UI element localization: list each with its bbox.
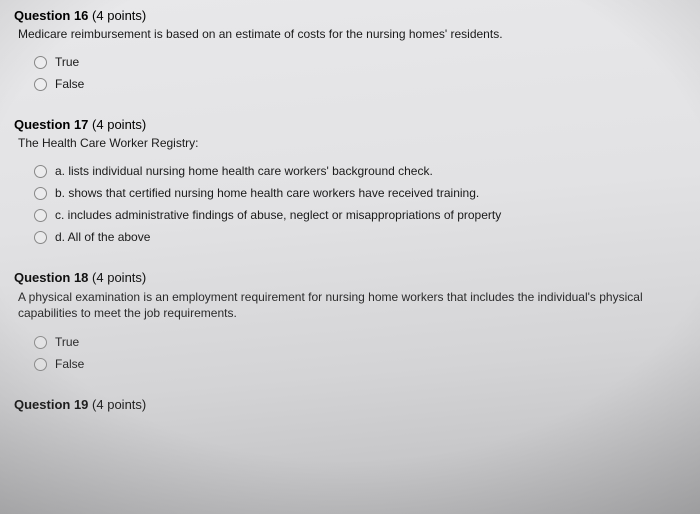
- option-true[interactable]: True: [34, 335, 686, 349]
- option-label: a. lists individual nursing home health …: [55, 164, 433, 178]
- radio-icon[interactable]: [34, 231, 47, 244]
- question-header: Question 19 (4 points): [14, 397, 686, 412]
- option-label: False: [55, 357, 84, 371]
- question-points: (4 points): [92, 117, 146, 132]
- radio-icon[interactable]: [34, 56, 47, 69]
- question-header: Question 17 (4 points): [14, 117, 686, 132]
- question-number: Question 16: [14, 8, 88, 23]
- question-number: Question 18: [14, 270, 88, 285]
- question-prompt: The Health Care Worker Registry:: [18, 136, 686, 150]
- option-label: b. shows that certified nursing home hea…: [55, 186, 479, 200]
- question-header: Question 18 (4 points): [14, 270, 686, 285]
- radio-icon[interactable]: [34, 336, 47, 349]
- question-number: Question 19: [14, 397, 88, 412]
- question-16: Question 16 (4 points) Medicare reimburs…: [14, 8, 686, 91]
- option-d[interactable]: d. All of the above: [34, 230, 686, 244]
- radio-icon[interactable]: [34, 187, 47, 200]
- option-label: True: [55, 55, 79, 69]
- option-false[interactable]: False: [34, 77, 686, 91]
- radio-icon[interactable]: [34, 209, 47, 222]
- option-label: False: [55, 77, 84, 91]
- option-label: True: [55, 335, 79, 349]
- options-list: True False: [34, 55, 686, 91]
- quiz-screen: Question 16 (4 points) Medicare reimburs…: [0, 0, 700, 514]
- option-b[interactable]: b. shows that certified nursing home hea…: [34, 186, 686, 200]
- question-points: (4 points): [92, 8, 146, 23]
- question-19: Question 19 (4 points): [14, 397, 686, 412]
- question-number: Question 17: [14, 117, 88, 132]
- radio-icon[interactable]: [34, 165, 47, 178]
- question-points: (4 points): [92, 270, 146, 285]
- option-a[interactable]: a. lists individual nursing home health …: [34, 164, 686, 178]
- question-18: Question 18 (4 points) A physical examin…: [14, 270, 686, 371]
- radio-icon[interactable]: [34, 358, 47, 371]
- question-prompt: Medicare reimbursement is based on an es…: [18, 27, 686, 41]
- options-list: a. lists individual nursing home health …: [34, 164, 686, 244]
- option-true[interactable]: True: [34, 55, 686, 69]
- options-list: True False: [34, 335, 686, 371]
- option-c[interactable]: c. includes administrative findings of a…: [34, 208, 686, 222]
- option-label: d. All of the above: [55, 230, 150, 244]
- option-label: c. includes administrative findings of a…: [55, 208, 501, 222]
- question-17: Question 17 (4 points) The Health Care W…: [14, 117, 686, 244]
- option-false[interactable]: False: [34, 357, 686, 371]
- question-header: Question 16 (4 points): [14, 8, 686, 23]
- question-prompt: A physical examination is an employment …: [18, 289, 686, 321]
- radio-icon[interactable]: [34, 78, 47, 91]
- question-points: (4 points): [92, 397, 146, 412]
